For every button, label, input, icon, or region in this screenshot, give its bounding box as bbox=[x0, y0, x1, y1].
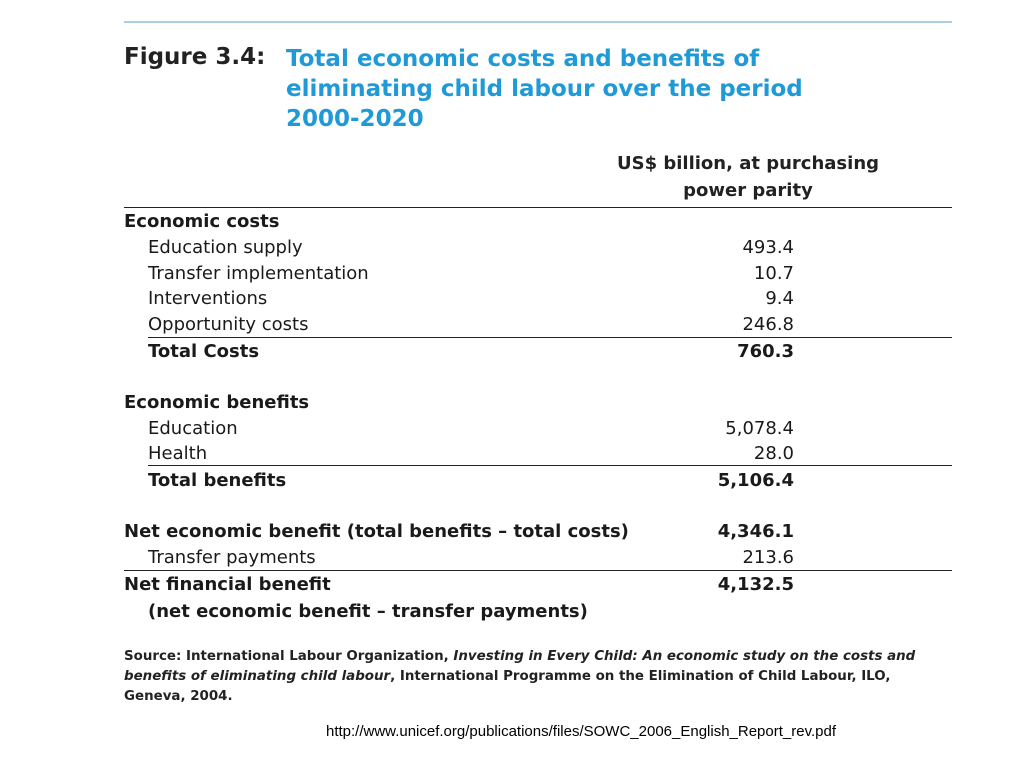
row-value: 9.4 bbox=[765, 288, 794, 309]
table-row: Education supply 493.4 bbox=[124, 235, 794, 260]
row-value: 4,132.5 bbox=[717, 574, 794, 595]
row-label: Transfer implementation bbox=[148, 263, 369, 284]
row-value: 10.7 bbox=[753, 263, 794, 284]
row-label: Transfer payments bbox=[148, 547, 316, 568]
figure-title-line: Total economic costs and benefits of bbox=[286, 46, 760, 72]
row-value: 5,106.4 bbox=[717, 470, 794, 491]
row-value: 246.8 bbox=[742, 314, 794, 335]
row-label: (net economic benefit – transfer payment… bbox=[148, 601, 588, 622]
unit-header-line: power parity bbox=[683, 180, 813, 201]
figure-title-line: eliminating child labour over the period bbox=[286, 76, 803, 102]
row-label: Total benefits bbox=[148, 470, 287, 491]
header-rule bbox=[124, 207, 952, 208]
source-title: Investing in Every Child: An economic st… bbox=[124, 649, 916, 684]
subtotal-rule bbox=[148, 465, 952, 466]
row-label: Total Costs bbox=[148, 341, 260, 362]
table-row: Economic costs bbox=[124, 209, 794, 234]
table-row: Net financial benefit 4,132.5 bbox=[124, 572, 794, 597]
figure-label: Figure 3.4: bbox=[124, 44, 266, 70]
table-row: Economic benefits bbox=[124, 390, 794, 415]
row-label: Net financial benefit bbox=[124, 574, 331, 595]
table-row: Net economic benefit (total benefits – t… bbox=[124, 519, 794, 544]
footer-url: http://www.unicef.org/publications/files… bbox=[326, 723, 836, 740]
table-row: Health 28.0 bbox=[124, 441, 794, 466]
table-row: Transfer implementation 10.7 bbox=[124, 261, 794, 286]
row-label: Opportunity costs bbox=[148, 314, 309, 335]
row-value: 4,346.1 bbox=[717, 521, 794, 542]
table-row: Opportunity costs 246.8 bbox=[124, 312, 794, 337]
row-label: Economic costs bbox=[124, 211, 280, 232]
table-row: Education 5,078.4 bbox=[124, 416, 794, 441]
source-prefix: Source: International Labour Organizatio… bbox=[124, 649, 454, 664]
figure-title: Total economic costs and benefits of eli… bbox=[286, 44, 906, 134]
source-note: Source: International Labour Organizatio… bbox=[124, 647, 954, 707]
table-row: (net economic benefit – transfer payment… bbox=[124, 599, 794, 624]
net-rule bbox=[124, 570, 952, 571]
row-value: 760.3 bbox=[737, 341, 794, 362]
row-label: Education bbox=[148, 418, 238, 439]
table-row: Interventions 9.4 bbox=[124, 286, 794, 311]
row-label: Education supply bbox=[148, 237, 303, 258]
row-value: 493.4 bbox=[742, 237, 794, 258]
row-value: 5,078.4 bbox=[725, 418, 794, 439]
unit-header: US$ billion, at purchasing power parity bbox=[560, 150, 936, 204]
figure-title-line: 2000-2020 bbox=[286, 106, 424, 132]
row-label: Economic benefits bbox=[124, 392, 310, 413]
row-value: 213.6 bbox=[742, 547, 794, 568]
top-divider bbox=[124, 21, 952, 23]
source-suffix: , International Programme on the Elimina… bbox=[124, 669, 891, 704]
row-value: 28.0 bbox=[753, 443, 794, 464]
row-label: Interventions bbox=[148, 288, 268, 309]
table-row: Total Costs 760.3 bbox=[124, 339, 794, 364]
unit-header-line: US$ billion, at purchasing bbox=[616, 153, 880, 174]
subtotal-rule bbox=[148, 337, 952, 338]
row-label: Net economic benefit (total benefits – t… bbox=[124, 521, 629, 542]
row-label: Health bbox=[148, 443, 208, 464]
table-row: Total benefits 5,106.4 bbox=[124, 468, 794, 493]
table-row: Transfer payments 213.6 bbox=[124, 545, 794, 570]
